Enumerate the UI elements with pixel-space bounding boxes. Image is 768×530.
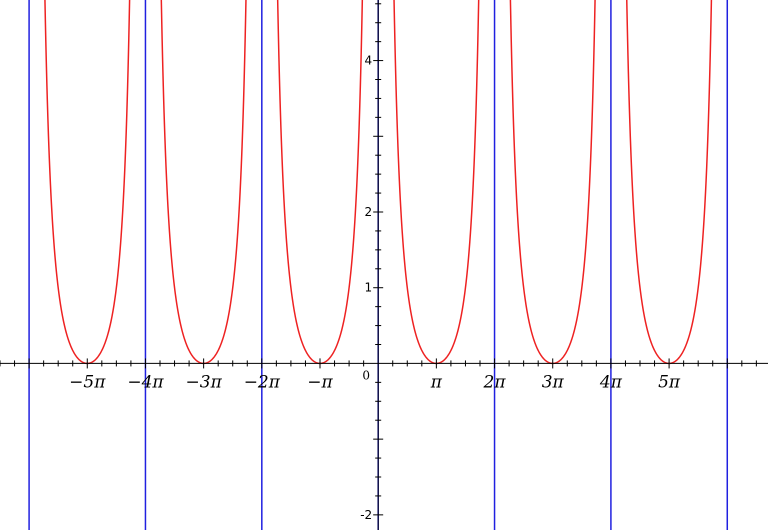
curve-branch: [160, 0, 247, 365]
y-tick-label: -2: [360, 508, 372, 522]
x-tick-label: 3π: [542, 372, 565, 392]
curve-branch: [393, 0, 480, 365]
x-tick-label: −3π: [186, 372, 223, 392]
x-tick-label: −5π: [69, 372, 106, 392]
x-tick-label: 2π: [483, 372, 507, 392]
x-ticks: −5π −4π −3π −2π −π 0 π 2π 3π 4π 5π: [0, 358, 757, 392]
curve-branch: [509, 0, 596, 365]
x-tick-label: −2π: [244, 372, 281, 392]
x-tick-label: −π: [307, 372, 333, 392]
x-tick-label: −4π: [127, 372, 164, 392]
y-tick-label: 4: [365, 54, 373, 68]
y-ticks: -2 1 2 4: [360, 3, 384, 522]
curve-branch: [276, 0, 364, 365]
x-tick-label: 5π: [658, 372, 681, 392]
x-tick-label: 4π: [599, 372, 623, 392]
x-tick-label: π: [430, 372, 443, 392]
x-tick-label: 0: [362, 368, 370, 382]
y-tick-label: 2: [365, 205, 373, 219]
curve-branch: [44, 0, 131, 365]
y-tick-label: 1: [365, 281, 373, 295]
curve-branch: [626, 0, 713, 365]
